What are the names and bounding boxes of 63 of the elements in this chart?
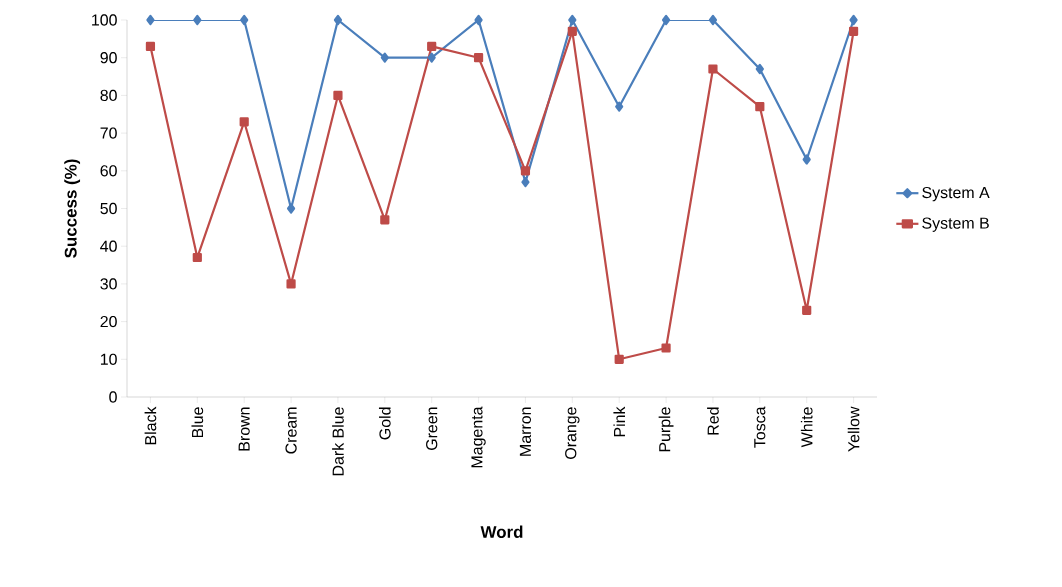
point [427, 41, 437, 51]
x-tick-label: Brown [238, 407, 250, 451]
point [380, 215, 390, 225]
point [146, 14, 155, 26]
y-tick-label: 60 [100, 165, 117, 177]
x-axis-title: Word [480, 525, 523, 538]
point [333, 90, 343, 100]
y-tick-label: 90 [100, 52, 117, 64]
point [849, 14, 858, 26]
point [614, 354, 624, 364]
x-tick-label: Pink [613, 406, 625, 437]
x-tick-label: Tosca [754, 406, 766, 448]
legend-label: System B [922, 217, 989, 232]
y-axis-title: Success (%) [64, 159, 81, 258]
point [286, 279, 296, 289]
point [193, 14, 202, 26]
point [755, 102, 765, 112]
x-tick-label: Cream [285, 407, 297, 454]
point [802, 154, 811, 165]
point [567, 26, 577, 36]
point [661, 343, 671, 353]
point [661, 14, 671, 26]
point [286, 203, 296, 214]
point [802, 305, 812, 315]
y-tick-label: 10 [100, 353, 117, 365]
x-tick-label: Magenta [471, 406, 486, 468]
point [239, 117, 249, 127]
point [708, 14, 718, 26]
x-tick-label: Blue [191, 407, 204, 438]
point [473, 53, 484, 63]
point [474, 14, 483, 26]
point [848, 26, 859, 36]
y-tick-label: 70 [100, 127, 117, 139]
point [615, 101, 624, 112]
y-tick-label: 0 [109, 391, 117, 403]
y-tick-label: 100 [92, 14, 117, 26]
y-tick-label: 40 [100, 240, 117, 252]
x-tick-label: Yellow [847, 406, 860, 452]
point [708, 64, 718, 74]
x-tick-label: Dark Blue [332, 407, 344, 476]
y-tick-label: 20 [100, 315, 117, 328]
x-tick-label: Orange [565, 407, 580, 459]
x-tick-label: Red [707, 407, 719, 435]
x-tick-label: Marron [519, 407, 532, 456]
point [333, 14, 343, 26]
point [145, 41, 156, 51]
y-tick-label: 80 [100, 89, 117, 102]
x-tick-label: Purple [658, 407, 674, 452]
point [240, 14, 249, 26]
point [192, 252, 202, 263]
point [427, 52, 436, 63]
x-tick-label: Gold [378, 407, 391, 440]
y-tick-label: 50 [100, 202, 117, 215]
point [521, 177, 530, 188]
legend-label: System A [922, 186, 990, 202]
x-tick-label: White [800, 407, 813, 448]
point [520, 166, 531, 176]
point [568, 14, 577, 26]
y-tick-label: 30 [100, 278, 117, 290]
x-tick-label: Green [426, 407, 438, 451]
point [755, 63, 764, 75]
point [380, 52, 389, 63]
x-tick-label: Black [144, 406, 157, 445]
